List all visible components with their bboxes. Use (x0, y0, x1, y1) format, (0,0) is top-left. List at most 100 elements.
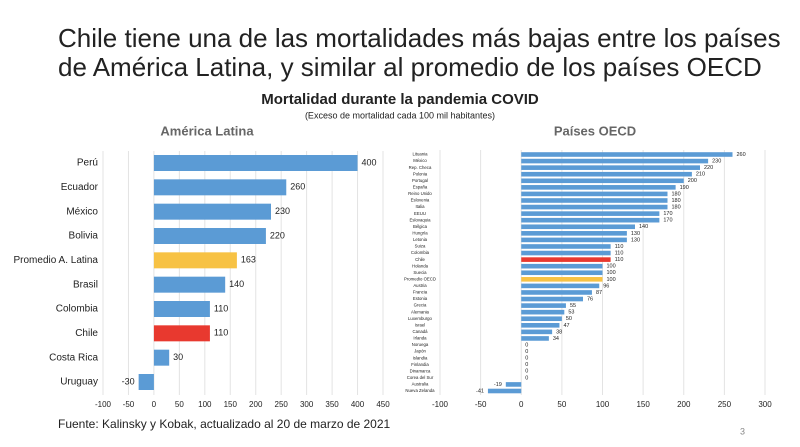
category-label: Portugal (412, 178, 428, 183)
category-label: Nueva Zelanda (405, 388, 435, 393)
category-label: Polonia (413, 171, 428, 176)
category-label: Israel (415, 322, 426, 327)
category-label: Estonia (413, 296, 428, 301)
value-label: 200 (688, 178, 697, 184)
category-label: Holanda (412, 263, 429, 268)
bar (521, 204, 668, 210)
x-tick-label: 300 (758, 400, 772, 409)
value-label: 140 (639, 224, 648, 230)
category-label: Dinamarca (410, 368, 431, 373)
bar (521, 217, 660, 223)
value-label: 180 (672, 191, 681, 197)
value-label: 130 (631, 231, 640, 237)
bar (153, 276, 226, 293)
value-label: 0 (525, 369, 528, 375)
value-label: 30 (173, 352, 183, 362)
bar (153, 155, 358, 171)
x-tick-label: -50 (475, 400, 487, 409)
value-label: 110 (214, 303, 228, 313)
value-label: 110 (615, 244, 624, 250)
bar (153, 228, 266, 244)
bar (153, 203, 271, 220)
category-label: Chile (75, 328, 98, 339)
bar (521, 323, 560, 328)
bar (505, 382, 522, 387)
category-label: Finlandia (411, 362, 429, 367)
x-tick-label: 250 (718, 400, 732, 409)
bar (521, 277, 603, 282)
x-tick-label: 150 (224, 400, 238, 409)
bar (521, 158, 709, 164)
value-label: 110 (214, 328, 228, 338)
value-label: 100 (607, 270, 616, 276)
bar (521, 198, 668, 203)
bar (153, 349, 170, 366)
value-label: 220 (270, 230, 285, 240)
value-label: 53 (568, 310, 574, 316)
value-label: 100 (607, 264, 616, 270)
x-tick-label: 200 (677, 400, 691, 409)
category-label: Uruguay (60, 377, 98, 388)
bar (521, 270, 603, 276)
category-label: Rep. Checa (409, 165, 432, 170)
category-label: Costa Rica (49, 352, 98, 363)
value-label: 110 (615, 257, 624, 263)
bar (521, 309, 565, 315)
x-tick-label: -100 (432, 400, 449, 409)
value-label: 163 (241, 255, 256, 265)
x-tick-label: 100 (198, 400, 212, 409)
x-tick-label: 0 (152, 400, 157, 409)
x-tick-label: 150 (636, 400, 650, 409)
x-tick-label: 350 (325, 400, 339, 409)
category-label: Reino Unido (408, 191, 432, 196)
category-label: Australia (412, 382, 429, 387)
value-label: 210 (696, 172, 705, 178)
category-label: Corea del Sur (407, 375, 434, 380)
value-label: 260 (737, 152, 746, 158)
bar (521, 303, 566, 308)
category-label: Colombia (411, 250, 430, 255)
category-label: Promedio OECD (404, 276, 436, 281)
category-label: Islandia (413, 355, 428, 360)
category-label: Italia (415, 204, 425, 209)
category-label: Austria (413, 283, 427, 288)
value-label: -19 (494, 382, 502, 388)
x-tick-label: 200 (249, 400, 263, 409)
bar (521, 185, 676, 190)
value-label: 170 (663, 211, 672, 217)
value-label: 96 (603, 283, 609, 289)
x-tick-label: 0 (519, 400, 524, 409)
value-label: 87 (596, 290, 602, 296)
footer: Fuente: Kalinsky y Kobak, actualizado al… (58, 417, 391, 431)
value-label: 55 (570, 303, 576, 309)
bar (521, 244, 611, 249)
value-label: 130 (631, 237, 640, 243)
category-label: Colombia (56, 304, 99, 315)
category-label: Canadá (412, 329, 428, 334)
bar (521, 296, 583, 302)
chart-subheading: (Exceso de mortalidad cada 100 mil habit… (305, 110, 495, 120)
category-label: Alemania (411, 309, 430, 314)
slide-title: de América Latina, y similar al promedio… (58, 52, 762, 82)
bar (521, 165, 700, 170)
category-label: España (413, 184, 428, 189)
x-tick-label: -50 (123, 400, 135, 409)
value-label: 0 (525, 342, 528, 348)
value-label: 0 (525, 356, 528, 362)
bar (521, 290, 592, 295)
value-label: 170 (663, 218, 672, 224)
bar (521, 316, 562, 322)
x-tick-label: 300 (300, 400, 314, 409)
chart-title: Países OECD (554, 123, 636, 138)
category-label: Eslovenia (411, 198, 430, 203)
category-label: Letonia (413, 237, 428, 242)
value-label: -30 (122, 376, 135, 386)
category-label: Eslovaquia (409, 217, 431, 222)
value-label: 100 (607, 277, 616, 283)
value-label: 140 (229, 279, 244, 289)
value-label: 180 (672, 205, 681, 211)
category-label: Suiza (415, 244, 426, 249)
category-label: Perú (77, 158, 98, 169)
bar (153, 179, 287, 196)
